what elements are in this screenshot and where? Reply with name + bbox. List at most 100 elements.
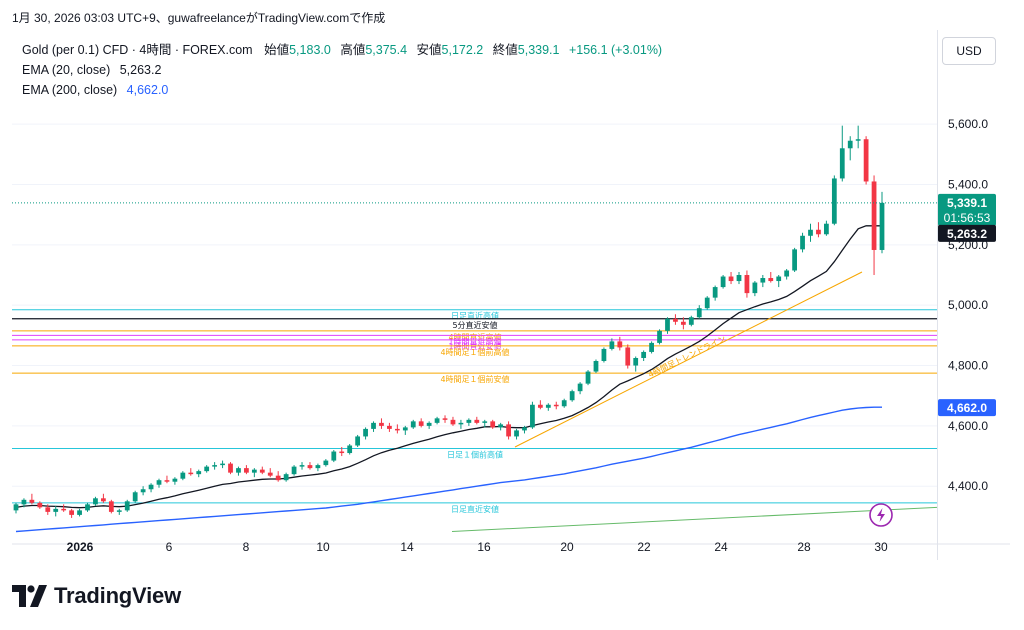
candle-body-107 [863, 139, 869, 182]
last-price-tag [938, 193, 996, 226]
candle-108 [871, 175, 877, 276]
candle-body-22 [188, 472, 194, 475]
candle-29 [244, 465, 249, 475]
candle-body-81 [657, 330, 662, 343]
candle-14 [124, 499, 130, 512]
price-chart[interactable]: 日足直近高値5分直近安値4時間直近高値1時間直近高値1時間直近安値4時間足１個前… [0, 0, 1024, 570]
candle-body-2 [29, 499, 35, 503]
y-tick-label-1: 4,600.0 [948, 419, 988, 433]
candle-85 [688, 315, 694, 327]
level-label-1: 5分直近安値 [452, 320, 497, 330]
level-label-2: 4時間直近高値 [448, 332, 501, 342]
candle-19 [164, 475, 170, 484]
ema200-row[interactable]: EMA (200, close) 4,662.0 [22, 80, 662, 100]
candle-body-72 [585, 371, 591, 384]
candle-body-29 [244, 468, 249, 473]
candle-body-14 [124, 501, 130, 511]
candle-101 [816, 222, 821, 238]
candle-41 [339, 447, 345, 457]
candle-body-103 [831, 178, 837, 224]
candle-body-63 [514, 430, 519, 437]
candle-body-89 [720, 276, 726, 288]
chart-legend: Gold (per 0.1) CFD · 4時間 · FOREX.com 始値5… [22, 40, 662, 100]
candle-body-105 [847, 140, 853, 149]
high-value: 5,375.4 [365, 43, 408, 57]
candle-3 [37, 501, 43, 509]
candle-23 [196, 469, 202, 478]
high-label: 高値 [340, 43, 366, 57]
last-price-text: 5,339.1 [947, 196, 987, 210]
close-value: 5,339.1 [517, 43, 560, 57]
candle-51 [418, 418, 424, 428]
candle-5 [53, 505, 59, 517]
y-tick-label-5: 5,400.0 [948, 177, 988, 191]
candle-body-33 [275, 475, 281, 481]
candle-body-56 [458, 422, 464, 425]
candle-92 [744, 270, 750, 298]
candle-body-6 [61, 508, 67, 511]
price-axis[interactable]: 4,400.04,600.04,800.05,000.05,200.05,400… [948, 117, 988, 493]
candle-74 [601, 347, 607, 363]
candle-body-86 [696, 308, 702, 318]
candle-47 [387, 422, 392, 432]
candle-48 [394, 424, 400, 434]
candle-body-98 [792, 249, 797, 271]
candle-body-27 [228, 463, 233, 473]
candle-body-70 [569, 391, 575, 401]
candle-body-39 [323, 460, 329, 466]
candle-82 [665, 317, 670, 334]
candle-body-31 [259, 469, 265, 473]
candle-59 [482, 419, 488, 428]
candle-body-37 [307, 465, 313, 469]
candle-12 [108, 499, 114, 514]
candle-body-62 [506, 424, 511, 437]
flash-icon[interactable] [869, 503, 893, 527]
candle-69 [561, 398, 567, 408]
x-tick-label-3: 10 [316, 540, 330, 554]
candle-body-64 [522, 427, 527, 431]
candle-2 [29, 493, 35, 505]
candle-64 [522, 425, 527, 434]
candle-body-57 [466, 419, 472, 423]
candle-9 [85, 502, 90, 512]
candle-body-47 [387, 425, 392, 429]
currency-button[interactable]: USD [942, 37, 996, 65]
candle-body-54 [442, 418, 448, 420]
candle-body-9 [85, 504, 90, 511]
x-tick-label-5: 16 [477, 540, 491, 554]
time-axis[interactable]: 2026 6 8 10 14 16 20 22 24 28 30 [67, 540, 888, 554]
candle-93 [752, 281, 758, 297]
chart-grid [12, 30, 1010, 560]
y-tick-label-3: 5,000.0 [948, 298, 988, 312]
candle-body-8 [77, 510, 82, 515]
candle-102 [824, 220, 829, 236]
level-label-5: 4時間足１個前高値 [440, 347, 509, 357]
candle-26 [220, 460, 225, 469]
candle-40 [331, 450, 337, 463]
ema20-row[interactable]: EMA (20, close) 5,263.2 [22, 60, 662, 80]
ema20-series [15, 225, 882, 509]
candle-body-92 [744, 275, 750, 294]
candle-body-11 [101, 498, 106, 502]
tradingview-logo[interactable]: TradingView [12, 583, 181, 609]
candle-body-52 [426, 422, 432, 426]
candle-body-65 [530, 404, 535, 428]
ema20-value: 5,263.2 [119, 63, 162, 77]
candle-body-0 [13, 504, 19, 511]
candle-body-5 [53, 508, 59, 512]
logo-wordmark: TradingView [54, 583, 181, 608]
candle-body-51 [418, 421, 424, 426]
candle-body-42 [347, 445, 353, 454]
candle-70 [569, 389, 575, 402]
level-label-0: 日足直近高値 [451, 311, 499, 321]
candle-50 [410, 419, 416, 429]
candle-body-106 [855, 139, 861, 141]
candle-body-45 [371, 422, 376, 429]
symbol-row[interactable]: Gold (per 0.1) CFD · 4時間 · FOREX.com 始値5… [22, 40, 662, 60]
candle-body-80 [649, 342, 654, 352]
candle-39 [323, 459, 329, 467]
countdown-text: 01:56:53 [944, 211, 991, 225]
candle-body-55 [450, 419, 456, 425]
candle-body-4 [45, 507, 51, 512]
candle-body-96 [776, 276, 782, 282]
